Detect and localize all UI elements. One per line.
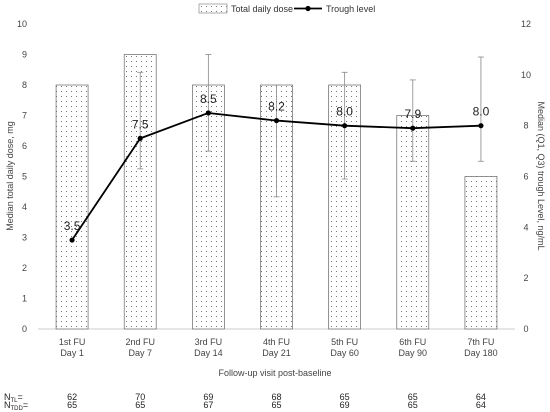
n-row-label-sub: TL (11, 398, 19, 404)
n-row-value: 69 (340, 400, 350, 410)
n-row-label: NTL= (4, 392, 23, 404)
x-tick-label-line: Day 21 (262, 348, 291, 358)
error-bars-trough-level (137, 54, 484, 198)
data-label: 7.9 (404, 107, 421, 121)
data-labels-trough-level: 3.5 7.5 8.5 8.2 8.0 7.9 8.0 (64, 92, 490, 233)
x-axis-tick-labels: 1st FU Day 1 2nd FU Day 7 3rd FU Day 14 4th FU… (59, 337, 498, 358)
left-tick-label: 6 (22, 141, 27, 151)
right-tick-label: 10 (521, 70, 531, 80)
line-point (137, 135, 143, 141)
legend: Total daily dose Trough level (198, 3, 375, 14)
line-point (273, 117, 280, 124)
left-tick-label: 10 (17, 19, 27, 29)
n-row-label: NTDD= (4, 400, 28, 412)
n-row-value: 65 (271, 400, 281, 410)
data-label: 7.5 (132, 117, 149, 131)
points-trough-level (69, 110, 484, 243)
n-row-value: 64 (476, 400, 486, 410)
n-row-value: 67 (203, 400, 213, 410)
left-tick-label: 3 (22, 233, 27, 243)
bar (464, 176, 498, 330)
x-tick-label-line: Day 14 (194, 348, 223, 358)
left-tick-label: 1 (22, 294, 27, 304)
x-tick-label: 5th FU Day 60 (330, 337, 359, 358)
left-tick-label: 9 (22, 50, 27, 60)
left-tick-label: 2 (22, 263, 27, 273)
x-tick-label-line: 4th FU (263, 337, 290, 347)
left-tick-label: 4 (22, 202, 27, 212)
legend-swatch-total-daily-dose (198, 3, 228, 14)
right-tick-label: 2 (523, 273, 528, 283)
x-tick-label-line: 6th FU (399, 337, 426, 347)
data-label: 8.2 (268, 100, 285, 114)
n-row-value: 65 (408, 400, 418, 410)
x-tick-label: 1st FU Day 1 (59, 337, 86, 358)
x-tick-label: 2nd FU Day 7 (125, 337, 155, 358)
x-tick-label-line: Day 7 (128, 348, 152, 358)
n-row-label-main: N (4, 392, 11, 402)
x-tick-label-line: 2nd FU (125, 337, 155, 347)
left-axis-title: Median total daily dose, mg (5, 121, 15, 231)
data-label: 8.5 (200, 92, 217, 106)
n-row-value: 69 (203, 392, 213, 402)
legend-marker-trough-level (305, 5, 311, 12)
line-point (205, 110, 211, 116)
line-point (478, 123, 484, 129)
x-tick-label: 6th FU Day 90 (399, 337, 428, 358)
data-label: 3.5 (64, 219, 81, 233)
right-tick-label: 6 (523, 172, 528, 182)
n-row-value: 70 (135, 392, 145, 402)
bar (55, 84, 89, 330)
bar (123, 54, 157, 330)
legend-label-trough-level: Trough level (326, 4, 375, 14)
line-point (342, 123, 348, 129)
n-row-label-main: N (4, 400, 11, 410)
data-label: 8.0 (336, 105, 353, 119)
line-point (410, 125, 416, 131)
line-point (69, 237, 75, 243)
right-axis-ticks: 0 2 4 6 8 10 12 (521, 19, 531, 334)
right-tick-label: 4 (523, 222, 528, 232)
left-axis-ticks: 0 1 2 3 4 5 6 7 8 9 10 (17, 19, 27, 334)
n-row-value: 65 (408, 392, 418, 402)
right-axis-title: Median (Q1, Q3) trough Level, ng/mL (536, 101, 546, 250)
n-row-label-suffix: = (18, 392, 23, 402)
x-tick-label-line: 5th FU (331, 337, 358, 347)
n-row-value: 65 (340, 392, 350, 402)
x-tick-label: 7th FU Day 180 (464, 337, 498, 358)
right-tick-label: 0 (523, 324, 528, 334)
x-tick-label: 3rd FU Day 14 (194, 337, 223, 358)
n-row-label-sub: TDD (11, 406, 24, 412)
right-tick-label: 8 (523, 121, 528, 131)
data-label: 8.0 (473, 105, 490, 119)
x-tick-label-line: 1st FU (59, 337, 86, 347)
bar-series-total-daily-dose (55, 54, 498, 330)
left-tick-label: 7 (22, 111, 27, 121)
n-row-value: 65 (135, 400, 145, 410)
left-tick-label: 0 (22, 324, 27, 334)
n-row-value: 62 (67, 392, 77, 402)
legend-label-total-daily-dose: Total daily dose (231, 4, 293, 14)
x-tick-label-line: 3rd FU (195, 337, 223, 347)
x-tick-label-line: Day 90 (399, 348, 428, 358)
right-tick-label: 12 (521, 19, 531, 29)
x-axis-title: Follow-up visit post-baseline (218, 368, 331, 378)
x-tick-label-line: Day 1 (60, 348, 84, 358)
left-tick-label: 8 (22, 80, 27, 90)
n-row-value: 65 (67, 400, 77, 410)
x-tick-label: 4th FU Day 21 (262, 337, 291, 358)
n-row-label-suffix: = (23, 400, 28, 410)
n-row-value: 64 (476, 392, 486, 402)
left-tick-label: 5 (22, 172, 27, 182)
x-tick-label-line: Day 60 (330, 348, 359, 358)
x-tick-label-line: Day 180 (464, 348, 498, 358)
x-tick-label-line: 7th FU (467, 337, 494, 347)
n-row-value: 68 (271, 392, 281, 402)
